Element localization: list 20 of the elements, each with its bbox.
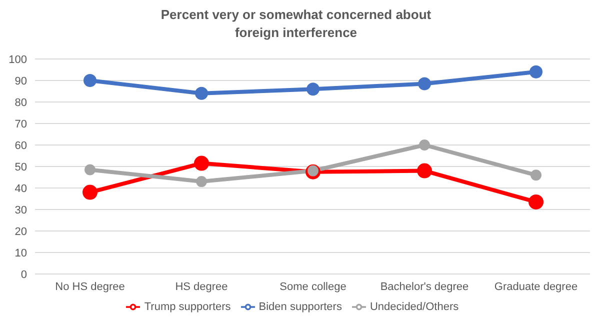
x-tick-label: HS degree <box>175 280 228 293</box>
legend-label: Undecided/Others <box>370 300 459 313</box>
x-tick-label: Some college <box>280 280 346 293</box>
y-tick-label: 70 <box>14 118 27 130</box>
legend-label: Biden supporters <box>258 300 342 313</box>
x-tick-label: Graduate degree <box>494 280 578 293</box>
chart-title: Percent very or somewhat concerned about foreign interference <box>160 6 432 42</box>
y-tick-label: 20 <box>14 226 27 238</box>
y-tick-label: 80 <box>14 96 27 109</box>
legend-label: Trump supporters <box>144 300 231 313</box>
y-tick-label: 90 <box>14 75 27 88</box>
y-tick-label: 100 <box>8 54 27 66</box>
y-tick-label: 10 <box>14 247 27 260</box>
y-tick-label: 0 <box>20 268 27 281</box>
y-tick-label: 50 <box>14 161 27 174</box>
y-tick-label: 30 <box>14 204 27 216</box>
x-tick-label: No HS degree <box>55 280 125 293</box>
y-tick-label: 60 <box>14 140 27 152</box>
y-tick-label: 40 <box>14 182 27 195</box>
x-tick-label: Bachelor's degree <box>380 280 469 293</box>
